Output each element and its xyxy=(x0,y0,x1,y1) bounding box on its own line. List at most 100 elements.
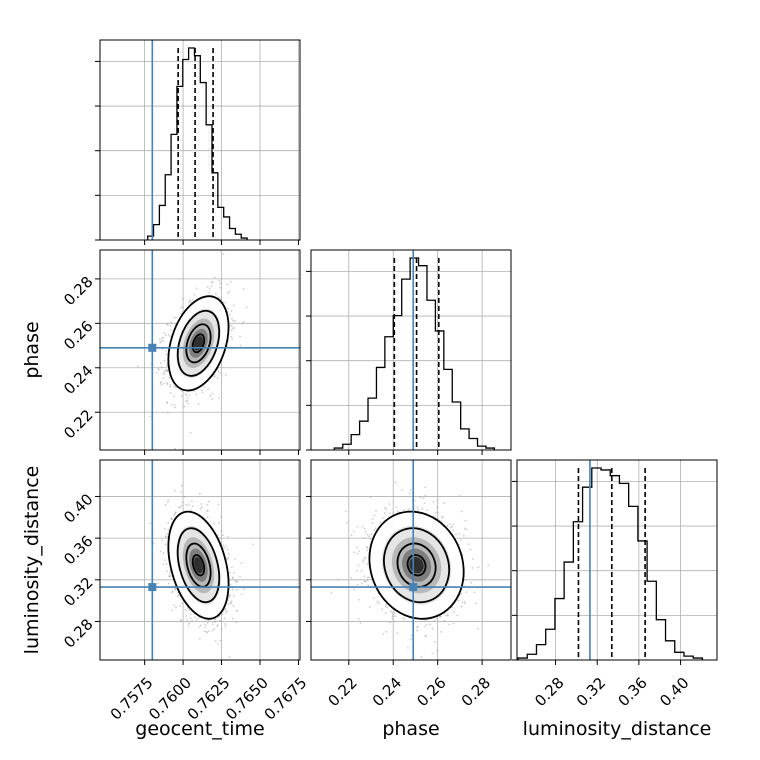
scatter-point xyxy=(216,534,219,537)
axes-frame xyxy=(310,249,512,451)
scatter-point xyxy=(360,570,363,572)
scatter-point xyxy=(167,501,169,503)
scatter-point xyxy=(213,628,216,631)
scatter-point xyxy=(344,510,347,513)
scatter-point xyxy=(391,615,394,618)
scatter-point xyxy=(157,582,160,585)
scatter-point xyxy=(163,359,166,362)
scatter-point xyxy=(420,656,423,658)
scatter-point xyxy=(363,527,366,530)
scatter-point xyxy=(195,287,198,290)
scatter-point xyxy=(381,608,384,611)
scatter-point xyxy=(475,602,478,605)
scatter-point xyxy=(464,519,467,522)
scatter-point xyxy=(350,576,353,579)
scatter-point xyxy=(470,581,473,584)
scatter-point xyxy=(200,507,202,510)
scatter-point xyxy=(167,334,170,336)
scatter-point xyxy=(402,617,405,619)
scatter-point xyxy=(440,630,442,633)
axis-labels: geocent_time phase luminosity_distancephas… xyxy=(21,321,711,740)
scatter-point xyxy=(251,543,254,546)
scatter-point xyxy=(177,594,180,597)
scatter-point xyxy=(233,571,235,574)
scatter-point xyxy=(456,614,459,617)
scatter-point xyxy=(232,304,235,307)
scatter-point xyxy=(372,597,375,600)
scatter-point xyxy=(230,310,233,313)
scatter-point xyxy=(188,609,191,612)
scatter-point xyxy=(174,406,176,409)
scatter-point xyxy=(425,623,428,626)
scatter-point xyxy=(224,609,227,611)
scatter-point xyxy=(231,338,234,340)
scatter-point xyxy=(230,600,233,603)
scatter-point xyxy=(203,386,206,388)
scatter-point xyxy=(460,592,463,595)
scatter-point xyxy=(185,394,188,397)
scatter-point xyxy=(223,617,226,620)
scatter-point xyxy=(235,621,238,624)
scatter-point xyxy=(228,313,231,316)
scatter-point xyxy=(216,623,219,626)
x-axis-label-luminosity_distance: luminosity_distance xyxy=(523,718,712,740)
scatter-point xyxy=(379,521,382,524)
scatter-point xyxy=(373,529,376,531)
scatter-point xyxy=(449,523,451,526)
x-tick-label: 0.28 xyxy=(458,674,494,710)
scatter-point xyxy=(369,537,372,540)
scatter-point xyxy=(217,296,220,299)
scatter-point xyxy=(174,489,176,492)
scatter-point xyxy=(224,607,227,610)
scatter-point xyxy=(169,575,172,578)
scatter-point xyxy=(361,582,363,585)
x-tick-label: 0.28 xyxy=(531,674,567,710)
scatter-point xyxy=(367,535,370,538)
scatter-point xyxy=(157,367,160,370)
scatter-point xyxy=(160,366,163,369)
scatter-point xyxy=(232,605,235,608)
axes-frame xyxy=(516,459,718,661)
scatter-point xyxy=(173,514,175,517)
scatter-point xyxy=(227,556,230,559)
scatter-point xyxy=(226,283,229,286)
scatter-point xyxy=(384,605,387,607)
scatter-point xyxy=(446,525,449,527)
scatter-point xyxy=(166,370,169,373)
scatter-point xyxy=(384,612,387,615)
scatter-point xyxy=(419,496,422,499)
scatter-point xyxy=(206,503,209,506)
scatter-point xyxy=(171,403,173,406)
scatter-point xyxy=(184,393,187,396)
scatter-point xyxy=(330,591,333,594)
scatter-point xyxy=(436,649,439,652)
scatter-point xyxy=(431,652,434,655)
scatter-point xyxy=(388,512,391,515)
scatter-point xyxy=(227,307,229,310)
scatter-point xyxy=(242,320,245,323)
scatter-point xyxy=(189,300,192,303)
scatter-point xyxy=(382,517,384,520)
scatter-point xyxy=(211,398,214,401)
scatter-point xyxy=(377,602,380,604)
scatter-point xyxy=(228,571,231,574)
x-tick-label: 0.40 xyxy=(656,674,692,710)
scatter-point xyxy=(189,613,192,615)
scatter-point xyxy=(368,576,370,579)
scatter-point xyxy=(195,618,198,621)
scatter-point xyxy=(229,583,232,586)
scatter-point xyxy=(198,616,200,619)
scatter-point xyxy=(463,527,466,530)
scatter-point xyxy=(440,516,443,519)
scatter-point xyxy=(364,531,367,533)
scatter-point xyxy=(216,376,219,379)
scatter-point xyxy=(180,395,183,397)
scatter-point xyxy=(162,336,164,339)
scatter-point xyxy=(227,292,229,295)
scatter-point xyxy=(217,370,220,373)
scatter-point xyxy=(219,372,221,374)
scatter-point xyxy=(231,588,234,591)
scatter-point xyxy=(156,371,158,374)
scatter-point xyxy=(198,637,201,640)
scatter-point xyxy=(460,510,463,513)
